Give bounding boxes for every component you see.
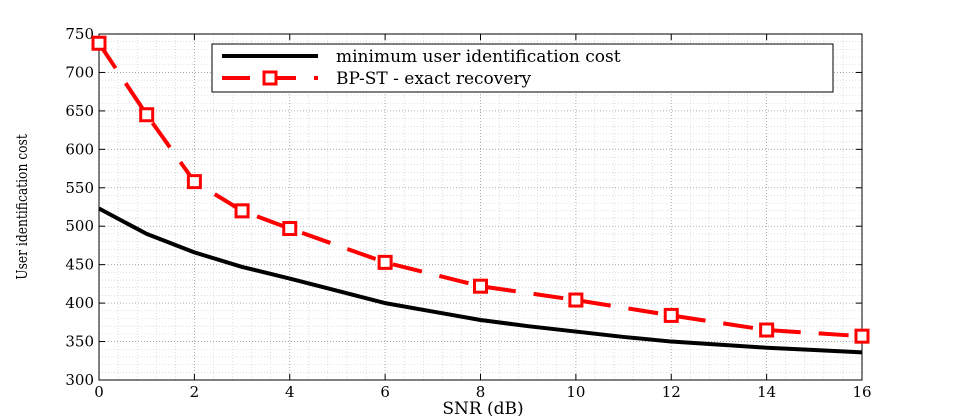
series-marker-1 <box>473 278 488 294</box>
series-marker-1 <box>568 292 584 308</box>
legend: minimum user identification cost BP-ST -… <box>211 43 834 93</box>
series-group <box>91 35 870 355</box>
y-tick-label: 400 <box>65 294 94 312</box>
series-marker-1 <box>282 221 298 237</box>
y-tick-label: 300 <box>65 371 94 389</box>
x-tick-label: 2 <box>190 383 200 401</box>
series-marker-1 <box>663 307 679 323</box>
series-marker-1 <box>139 107 155 123</box>
series-marker-1 <box>234 203 250 219</box>
y-tick-label: 450 <box>65 256 94 274</box>
x-tick-label: 4 <box>285 383 295 401</box>
y-axis-label: User identification cost <box>14 134 31 280</box>
series-marker-1 <box>377 254 393 270</box>
y-tick-label: 500 <box>65 217 94 235</box>
x-tick-label: 12 <box>662 383 681 401</box>
series-marker-1 <box>759 322 775 338</box>
series-marker-1 <box>91 35 107 51</box>
x-tick-label: 0 <box>94 383 104 401</box>
axis-ticks: 0 2 4 6 8 10 12 14 16 300 350 400 450 500 550 600 650 700… <box>65 25 871 401</box>
legend-box <box>211 43 834 93</box>
x-tick-label: 14 <box>757 383 776 401</box>
y-tick-label: 550 <box>65 179 94 197</box>
y-tick-label: 650 <box>65 102 94 120</box>
y-tick-label: 600 <box>65 140 94 158</box>
series-line-1 <box>97 42 863 339</box>
series-line-0 <box>98 206 863 355</box>
legend-marker-bp-st <box>262 70 278 86</box>
legend-label-minimum-cost: minimum user identification cost <box>336 47 621 67</box>
series-marker-1 <box>854 328 870 344</box>
series-marker-1 <box>186 174 202 190</box>
x-tick-label: 6 <box>380 383 390 401</box>
x-tick-label: 10 <box>566 383 585 401</box>
legend-label-bp-st: BP-ST - exact recovery <box>336 69 532 89</box>
y-tick-label: 350 <box>65 333 94 351</box>
y-tick-label: 750 <box>65 25 94 43</box>
x-axis-label: SNR (dB) <box>442 399 523 416</box>
y-tick-label: 700 <box>65 63 94 81</box>
x-tick-label: 8 <box>476 383 486 401</box>
x-tick-label: 16 <box>852 383 871 401</box>
